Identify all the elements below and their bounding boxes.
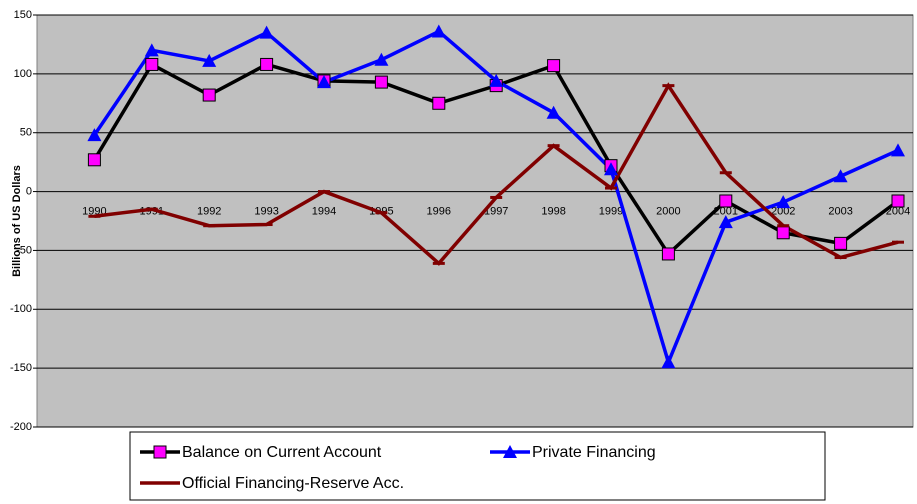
marker (153, 445, 167, 459)
x-tick-label: 2000 (656, 205, 680, 217)
x-tick-label: 2003 (828, 205, 852, 217)
x-tick-label: 1992 (197, 205, 221, 217)
marker (604, 162, 618, 176)
legend: Balance on Current Account Private Financ… (129, 431, 826, 501)
marker (202, 53, 217, 67)
y-tick-label: 50 (20, 127, 32, 139)
x-tick-label: 1993 (254, 205, 278, 217)
x-tick-label: 1996 (427, 205, 451, 217)
legend-label: Private Financing (532, 444, 656, 461)
y-tick-label: -50 (16, 244, 32, 256)
x-tick-label: 1997 (484, 205, 508, 217)
x-tick-label: 1999 (599, 205, 623, 217)
marker (661, 355, 676, 369)
legend-label: Official Financing-Reserve Acc. (182, 475, 404, 492)
marker (489, 73, 504, 87)
x-tick-label: 1998 (541, 205, 565, 217)
marker (776, 226, 790, 240)
marker (431, 24, 446, 38)
marker (259, 25, 274, 39)
marker (776, 195, 791, 209)
y-tick-label: -100 (10, 303, 32, 315)
y-axis-label: Billions of US Dollars (11, 165, 23, 277)
x-tick-label: 2004 (886, 205, 910, 217)
marker (317, 75, 331, 89)
marker (891, 194, 905, 208)
marker (144, 43, 159, 57)
y-tick-label: -150 (10, 362, 32, 374)
marker (547, 59, 561, 73)
y-tick-label: 100 (14, 68, 32, 80)
y-tick-label: -200 (10, 421, 32, 433)
marker (432, 96, 446, 110)
marker (718, 215, 733, 229)
marker (374, 75, 388, 89)
x-tick-label: 2002 (771, 205, 795, 217)
marker (891, 143, 905, 157)
legend-label: Balance on Current Account (182, 444, 382, 461)
marker (546, 105, 561, 119)
marker (374, 52, 389, 66)
marker (719, 194, 733, 208)
x-tick-label: 1994 (312, 205, 336, 217)
marker (260, 57, 274, 71)
marker (87, 153, 101, 167)
marker (834, 236, 848, 250)
y-tick-label: 0 (26, 185, 32, 197)
marker (833, 169, 848, 183)
y-tick-label: 150 (14, 9, 32, 21)
marker (503, 445, 517, 458)
marker (661, 247, 675, 261)
marker (202, 88, 216, 102)
marker (145, 57, 159, 71)
legend-box (129, 431, 826, 501)
marker (87, 128, 102, 142)
